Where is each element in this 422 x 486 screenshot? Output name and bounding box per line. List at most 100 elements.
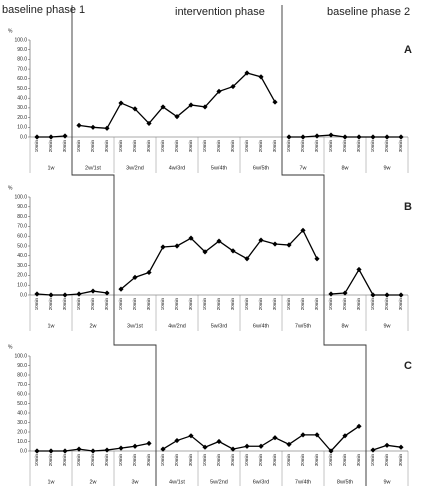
y-tick-label: 70.0 (17, 66, 27, 72)
x-tick-label: 30min (314, 298, 319, 311)
data-point (230, 248, 236, 254)
group-label: 9w (383, 479, 390, 485)
y-tick-label: 10.0 (17, 125, 27, 131)
data-point (62, 133, 68, 139)
x-tick-label: 20min (384, 454, 389, 467)
group-label: 4w/2nd (168, 323, 186, 329)
data-point (34, 291, 40, 297)
x-tick-label: 30min (356, 454, 361, 467)
x-tick-label: 20min (90, 298, 95, 311)
data-point (174, 243, 180, 249)
x-tick-label: 30min (62, 140, 67, 153)
data-point (244, 70, 250, 76)
y-tick-label: 0.0 (20, 448, 27, 454)
data-point (272, 99, 278, 105)
x-tick-label: 20min (216, 454, 221, 467)
y-tick-label: 40.0 (17, 96, 27, 102)
data-point (104, 290, 110, 296)
group-label: 6w/4th (253, 323, 269, 329)
data-point (160, 104, 166, 110)
data-point (370, 134, 376, 140)
x-tick-label: 20min (132, 454, 137, 467)
x-tick-label: 20min (258, 454, 263, 467)
group-label: 6w/3rd (253, 479, 270, 485)
data-point (398, 444, 404, 450)
data-point (48, 448, 54, 454)
x-tick-label: 20min (90, 140, 95, 153)
data-point (174, 114, 180, 120)
x-tick-label: 10min (244, 454, 249, 467)
data-point (34, 134, 40, 140)
data-point (258, 443, 264, 449)
y-tick-label: 100.0 (14, 194, 27, 200)
data-point (398, 292, 404, 298)
x-tick-label: 20min (48, 140, 53, 153)
group-label: 2w (89, 323, 96, 329)
y-tick-label: 40.0 (17, 253, 27, 259)
x-tick-label: 20min (384, 298, 389, 311)
x-tick-label: 10min (118, 454, 123, 467)
x-tick-label: 30min (314, 140, 319, 153)
x-tick-label: 10min (244, 140, 249, 153)
x-tick-label: 30min (356, 298, 361, 311)
x-tick-label: 20min (174, 298, 179, 311)
data-point (118, 445, 124, 451)
y-tick-label: 0.0 (20, 292, 27, 298)
data-point (230, 83, 236, 90)
data-point (300, 432, 306, 438)
data-point (356, 134, 362, 140)
x-tick-label: 10min (118, 140, 123, 153)
y-tick-label: 90.0 (17, 47, 27, 53)
phase-change-line (71, 5, 157, 486)
x-tick-label: 10min (34, 140, 39, 153)
group-label: 7w/4th (295, 479, 311, 485)
panel-label: C (404, 360, 412, 372)
y-tick-label: 30.0 (17, 420, 27, 426)
x-tick-label: 20min (216, 140, 221, 153)
y-tick-label: 10.0 (17, 439, 27, 445)
phase-title: intervention phase (175, 6, 265, 18)
x-tick-label: 30min (314, 454, 319, 467)
data-point (202, 249, 208, 255)
group-label: 1w (47, 323, 54, 329)
phase-title: baseline phase 1 (2, 4, 85, 16)
x-tick-label: 30min (62, 298, 67, 311)
phase-change-line (281, 5, 367, 486)
x-tick-label: 10min (76, 454, 81, 467)
group-label: 3w/1st (127, 323, 143, 329)
x-tick-label: 10min (118, 298, 123, 311)
y-tick-label: 10.0 (17, 283, 27, 289)
data-point (286, 242, 292, 248)
x-tick-label: 10min (286, 140, 291, 153)
y-tick-label: 50.0 (17, 86, 27, 92)
x-tick-label: 20min (258, 298, 263, 311)
x-tick-label: 30min (62, 454, 67, 467)
data-point (342, 290, 348, 296)
x-tick-label: 20min (384, 140, 389, 153)
x-tick-label: 30min (146, 454, 151, 467)
x-tick-label: 10min (202, 298, 207, 311)
x-tick-label: 10min (34, 298, 39, 311)
y-tick-label: 50.0 (17, 401, 27, 407)
group-label: 3w/2nd (126, 165, 144, 171)
y-axis-label: % (8, 185, 13, 191)
y-tick-label: 30.0 (17, 263, 27, 269)
y-tick-label: 50.0 (17, 243, 27, 249)
x-tick-label: 20min (342, 454, 347, 467)
x-tick-label: 30min (272, 298, 277, 311)
y-tick-label: 70.0 (17, 382, 27, 388)
data-point (188, 235, 194, 241)
x-tick-label: 10min (286, 298, 291, 311)
data-point (314, 256, 320, 262)
x-tick-label: 30min (188, 454, 193, 467)
data-point (202, 104, 208, 110)
group-label: 7w/5th (295, 323, 311, 329)
data-point (62, 292, 68, 298)
y-tick-label: 60.0 (17, 76, 27, 82)
y-tick-label: 20.0 (17, 273, 27, 279)
data-point (300, 227, 306, 233)
data-point (90, 124, 96, 130)
group-label: 8w/5th (337, 479, 353, 485)
data-point (314, 432, 320, 438)
